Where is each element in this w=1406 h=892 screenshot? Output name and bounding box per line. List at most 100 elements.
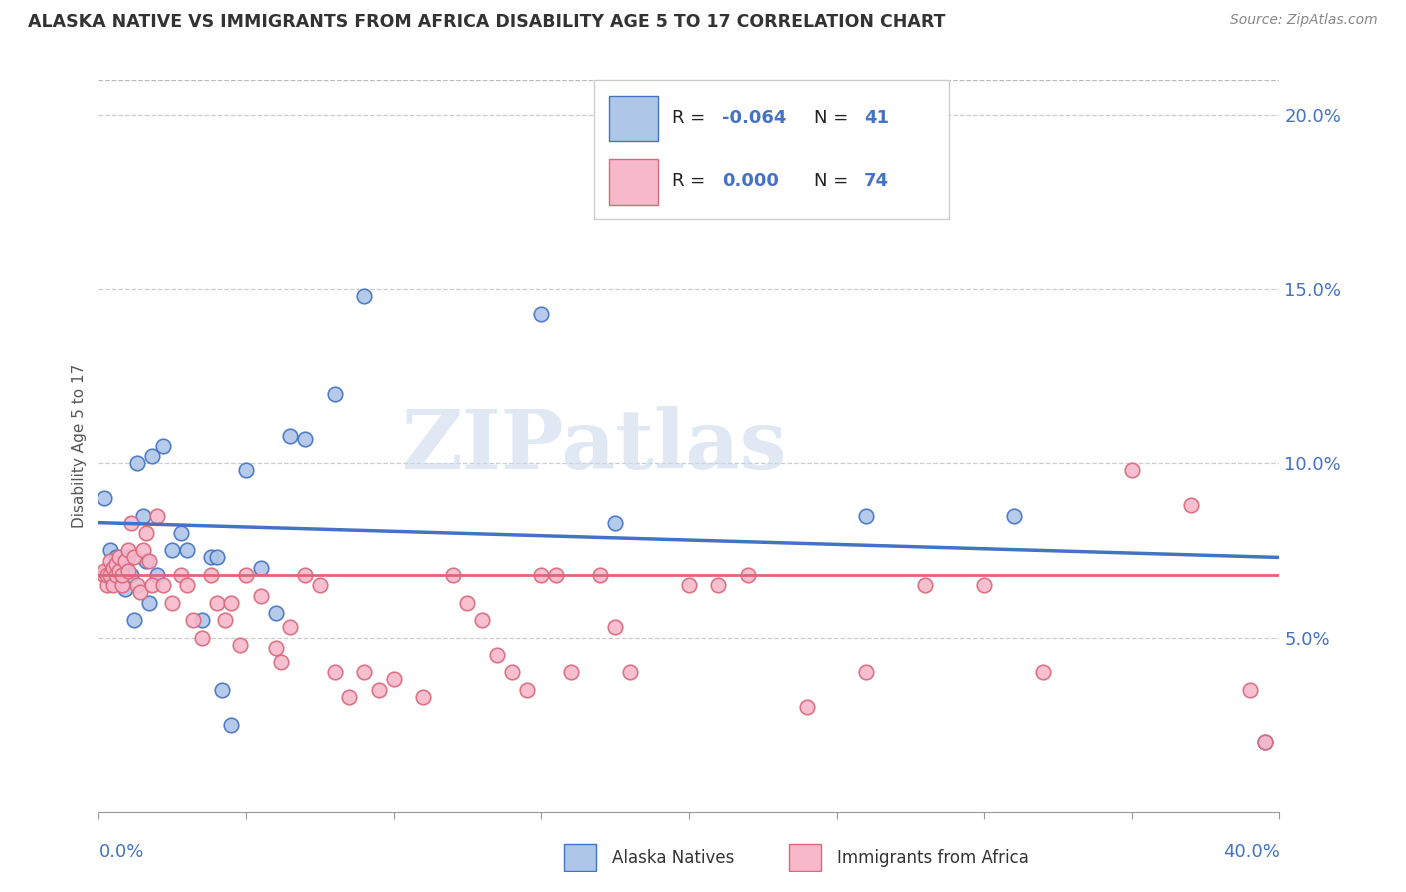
Point xyxy=(205,596,228,610)
Point xyxy=(264,606,287,620)
Point xyxy=(176,543,198,558)
Point xyxy=(914,578,936,592)
Point xyxy=(1032,665,1054,680)
Point xyxy=(515,682,537,697)
Point xyxy=(530,567,553,582)
FancyBboxPatch shape xyxy=(609,160,658,205)
Point xyxy=(141,450,163,464)
Point xyxy=(120,516,142,530)
Point xyxy=(108,550,131,565)
Point xyxy=(456,596,478,610)
Point xyxy=(108,567,131,582)
Point xyxy=(111,565,134,579)
Point xyxy=(93,491,115,506)
Text: Immigrants from Africa: Immigrants from Africa xyxy=(837,849,1028,867)
Point xyxy=(98,554,121,568)
Point xyxy=(114,582,136,596)
Point xyxy=(560,665,582,680)
Point xyxy=(181,613,204,627)
Point xyxy=(337,690,360,704)
Point xyxy=(530,307,553,321)
Point xyxy=(707,578,730,592)
Point xyxy=(135,526,157,541)
Point xyxy=(294,567,316,582)
Point xyxy=(93,565,115,579)
Text: 0.0%: 0.0% xyxy=(98,843,143,861)
Point xyxy=(382,673,405,687)
Point xyxy=(98,567,121,582)
Point xyxy=(1002,508,1025,523)
Point xyxy=(162,543,183,558)
Point xyxy=(138,554,160,568)
Point xyxy=(138,596,160,610)
Point xyxy=(1121,463,1143,477)
Point xyxy=(294,432,316,446)
Point xyxy=(619,665,641,680)
Point xyxy=(323,665,346,680)
Point xyxy=(235,463,257,477)
Point xyxy=(191,613,214,627)
Text: 41: 41 xyxy=(863,110,889,128)
Point xyxy=(544,567,567,582)
Point xyxy=(219,596,242,610)
Point xyxy=(589,567,612,582)
Point xyxy=(441,567,464,582)
Point xyxy=(117,550,139,565)
Point xyxy=(605,620,627,634)
Point xyxy=(235,567,257,582)
Point xyxy=(105,567,128,582)
Point xyxy=(219,717,242,731)
Point xyxy=(214,613,236,627)
Point xyxy=(270,655,292,669)
Text: ALASKA NATIVE VS IMMIGRANTS FROM AFRICA DISABILITY AGE 5 TO 17 CORRELATION CHART: ALASKA NATIVE VS IMMIGRANTS FROM AFRICA … xyxy=(28,13,946,31)
Point xyxy=(108,561,131,575)
Point xyxy=(141,578,163,592)
Point xyxy=(96,578,118,592)
Point xyxy=(250,561,273,575)
Point xyxy=(122,613,145,627)
Point xyxy=(1180,498,1202,512)
Y-axis label: Disability Age 5 to 17: Disability Age 5 to 17 xyxy=(72,364,87,528)
Point xyxy=(114,558,136,572)
Point xyxy=(737,567,759,582)
Point xyxy=(176,578,198,592)
Point xyxy=(125,457,148,471)
Point xyxy=(96,567,118,582)
Point xyxy=(103,578,125,592)
Text: R =: R = xyxy=(672,172,711,190)
Point xyxy=(162,596,183,610)
Point xyxy=(471,613,494,627)
Text: Source: ZipAtlas.com: Source: ZipAtlas.com xyxy=(1230,13,1378,28)
Text: 74: 74 xyxy=(863,172,889,190)
Text: ZIPatlas: ZIPatlas xyxy=(402,406,787,486)
Point xyxy=(1254,735,1277,749)
Point xyxy=(117,565,139,579)
Point xyxy=(105,550,128,565)
Point xyxy=(368,682,391,697)
Point xyxy=(135,554,157,568)
Point xyxy=(111,567,134,582)
Point xyxy=(353,289,375,303)
Point xyxy=(264,640,287,655)
Point xyxy=(605,516,627,530)
Text: 0.000: 0.000 xyxy=(723,172,779,190)
Point xyxy=(117,543,139,558)
Text: Alaska Natives: Alaska Natives xyxy=(612,849,734,867)
Point xyxy=(111,578,134,592)
Point xyxy=(200,550,222,565)
Point xyxy=(108,565,131,579)
Point xyxy=(211,682,233,697)
Text: 40.0%: 40.0% xyxy=(1223,843,1279,861)
Point xyxy=(855,665,877,680)
Point xyxy=(98,543,121,558)
Point xyxy=(250,589,273,603)
FancyBboxPatch shape xyxy=(595,80,949,219)
Point xyxy=(278,620,302,634)
Point xyxy=(103,561,125,575)
Point xyxy=(486,648,509,662)
Point xyxy=(200,567,222,582)
Point xyxy=(122,550,145,565)
Point xyxy=(229,638,252,652)
Point xyxy=(132,543,155,558)
Point xyxy=(191,631,214,645)
